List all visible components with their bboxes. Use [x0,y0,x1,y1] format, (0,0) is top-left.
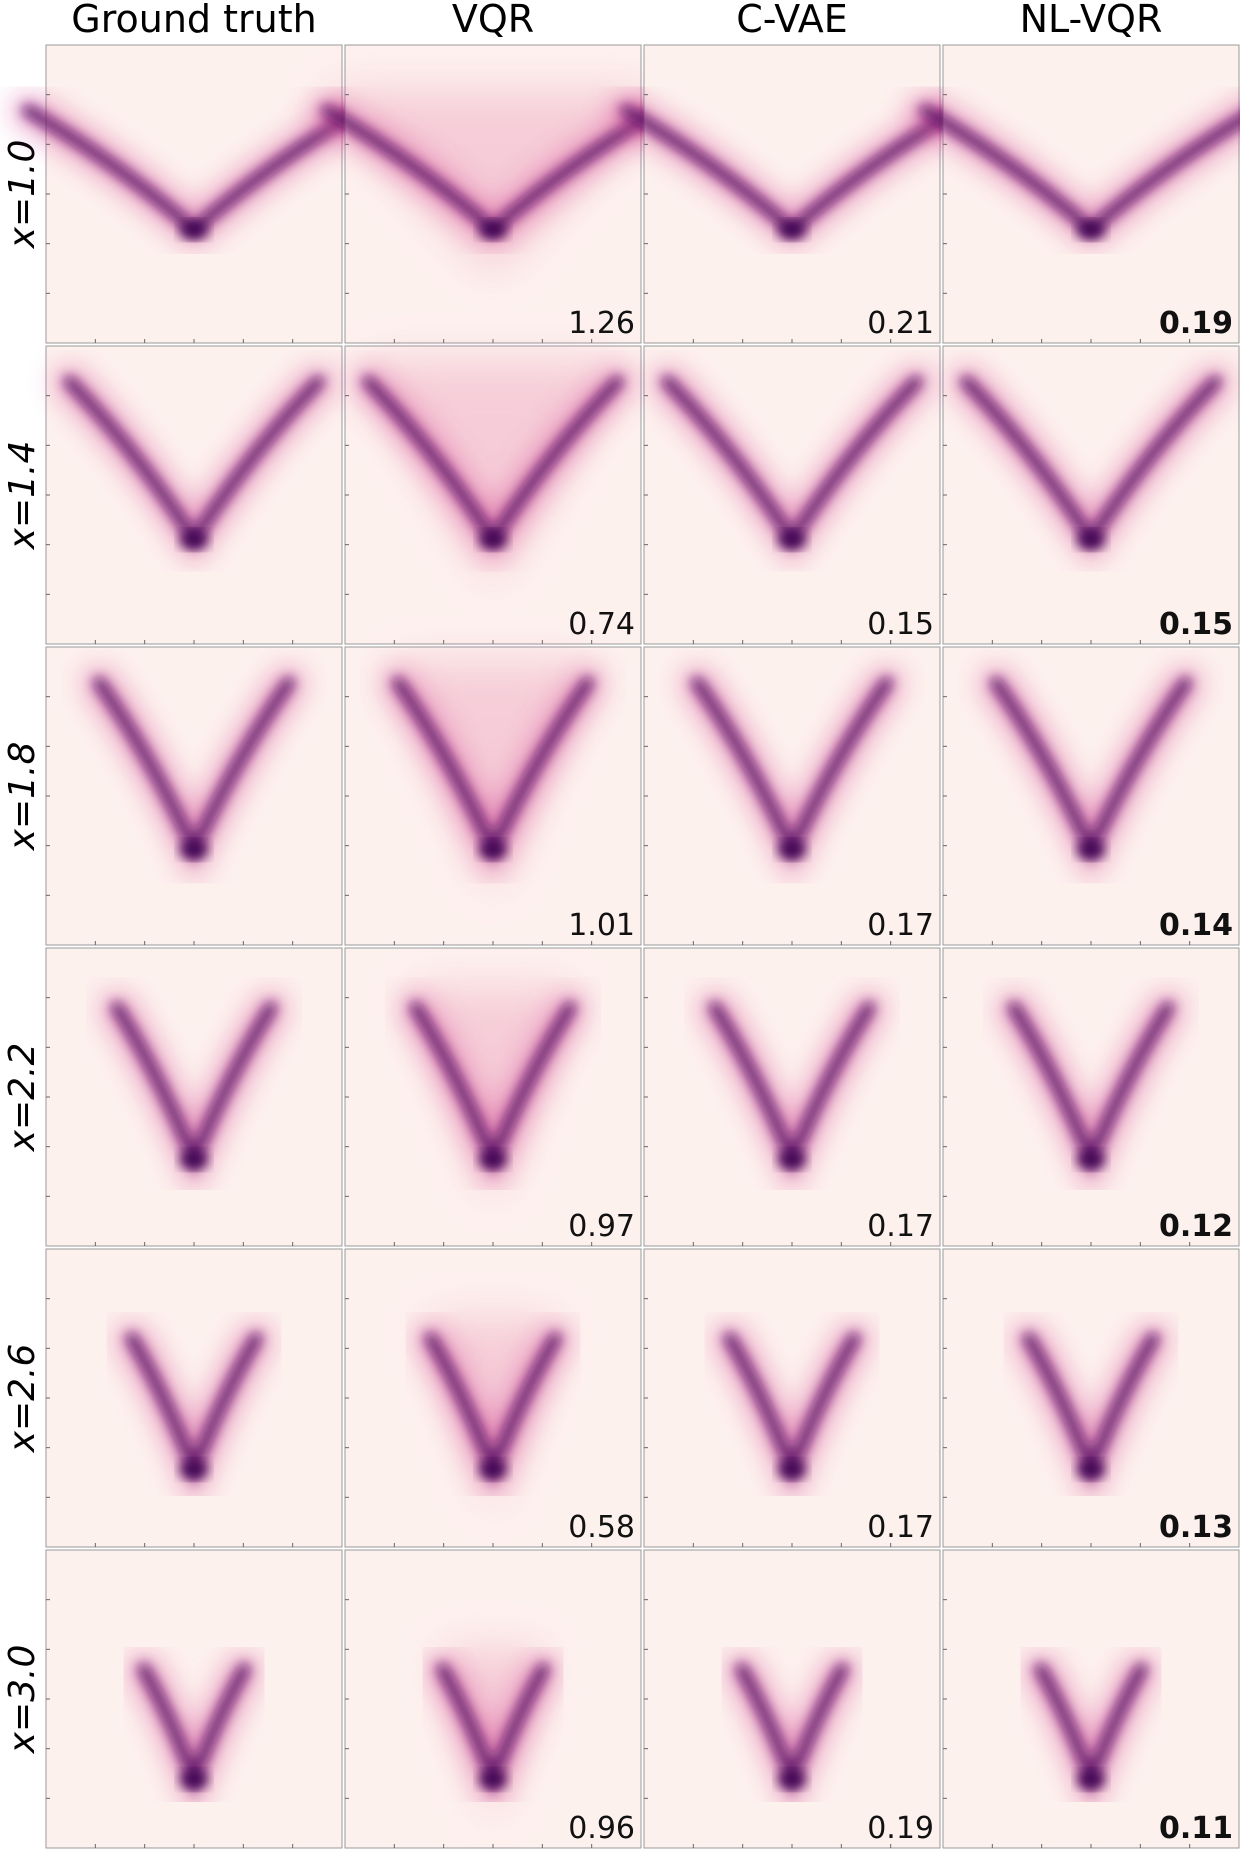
density-panel: 0.17 [643,947,941,1247]
density-haze [393,662,593,895]
row-label: x=1.4 [2,441,43,551]
density-panel: 0.74 [344,345,642,645]
score: 1.01 [568,908,635,943]
score: 0.11 [1159,1811,1233,1846]
score: 0.58 [568,1510,635,1545]
score: 0.17 [867,1209,934,1244]
panel-background [643,44,941,344]
panel-background [942,947,1240,1247]
column-title: VQR [452,0,534,41]
density-mode [479,1150,507,1169]
density-panel: 0.21 [611,44,973,344]
score: 0.19 [867,1811,934,1846]
density-mode [778,840,806,859]
density-mode [180,220,208,239]
density-mode [180,530,208,549]
score: 0.15 [1159,607,1233,642]
density-mode [180,1460,208,1479]
density-panel: 0.13 [942,1248,1240,1548]
density-panel [13,44,375,344]
density-mode [180,1770,208,1789]
density-mode [1077,1770,1105,1789]
density-panel: 0.15 [942,345,1240,645]
score: 0.12 [1159,1209,1233,1244]
density-panel: 0.15 [643,345,941,645]
column-title: Ground truth [71,0,316,41]
density-mode [778,1150,806,1169]
density-panel [45,947,343,1247]
density-panel: 0.19 [910,44,1240,344]
density-mode [479,220,507,239]
score: 0.13 [1159,1510,1233,1545]
row-label: x=3.0 [2,1645,43,1755]
density-mode [479,1770,507,1789]
panel-background [942,44,1240,344]
score: 0.17 [867,908,934,943]
density-panel: 0.97 [344,947,642,1247]
score: 0.19 [1159,306,1233,341]
density-panel: 0.17 [643,646,941,946]
density-haze [362,361,624,585]
density-mode [778,1770,806,1789]
density-mode [180,1150,208,1169]
density-mode [1077,840,1105,859]
score: 1.26 [568,306,635,341]
density-mode [1077,1460,1105,1479]
score: 0.15 [867,607,934,642]
density-mode [778,530,806,549]
score: 0.21 [867,306,934,341]
density-panel: 1.01 [344,646,642,946]
density-panel: 0.19 [643,1549,941,1849]
panel-background [45,947,343,1247]
panel-background [45,44,343,344]
density-panel: 0.58 [344,1248,642,1548]
density-haze [318,90,668,275]
score: 0.17 [867,1510,934,1545]
score: 0.14 [1159,908,1233,943]
density-panel: 0.14 [942,646,1240,946]
row-label: x=1.0 [2,140,43,250]
density-mode [1077,1150,1105,1169]
density-panel: 0.11 [942,1549,1240,1849]
density-panel [45,345,343,645]
score: 0.97 [568,1209,635,1244]
density-panel: 0.96 [344,1549,642,1849]
density-panel [45,1248,343,1548]
row-label: x=2.2 [2,1043,43,1153]
density-mode [479,530,507,549]
density-mode [479,1460,507,1479]
column-title: C-VAE [736,0,848,41]
density-mode [778,1460,806,1479]
density-mode [1077,220,1105,239]
density-panel [45,1549,343,1849]
row-label: x=1.8 [2,742,43,852]
density-mode [1077,530,1105,549]
density-panel: 1.26 [312,44,674,344]
density-mode [180,840,208,859]
score: 0.96 [568,1811,635,1846]
column-title: NL-VQR [1020,0,1163,41]
density-mode [778,220,806,239]
panel-background [643,947,941,1247]
score: 0.74 [568,607,635,642]
density-mode [479,840,507,859]
density-panel: 0.12 [942,947,1240,1247]
density-panel: 0.17 [643,1248,941,1548]
density-panel [45,646,343,946]
row-label: x=2.6 [2,1344,43,1454]
